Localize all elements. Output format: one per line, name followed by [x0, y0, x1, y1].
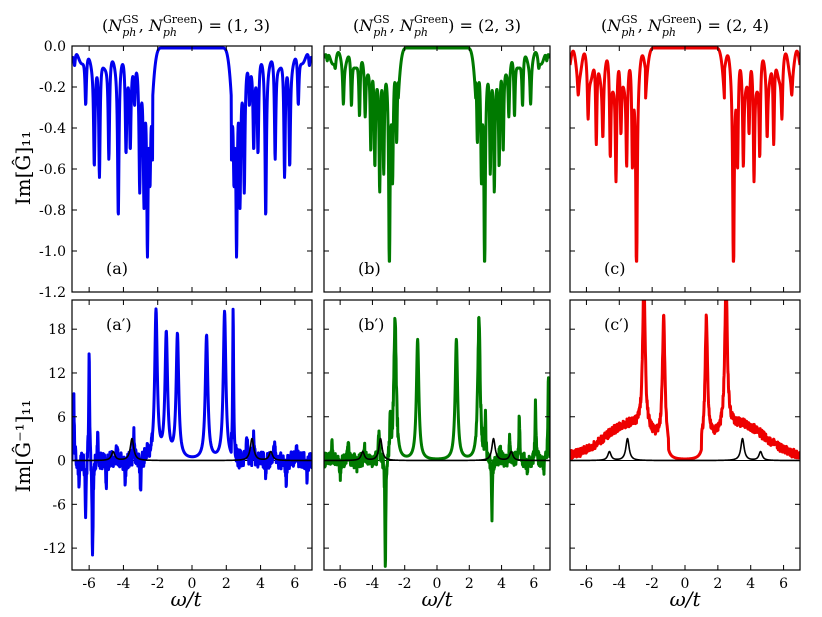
panel-label-a-prime: (a′) [106, 315, 132, 334]
panel-label-b-prime: (b′) [358, 315, 384, 334]
xtick-label-c-prime: 6 [779, 576, 788, 592]
xtick-label-c-prime: 4 [746, 576, 755, 592]
ytick-label-a: -0.6 [39, 162, 66, 178]
curves-b-prime [324, 316, 550, 568]
xtick-label-c-prime: 2 [713, 576, 722, 592]
xtick-label-a-prime: 0 [188, 576, 197, 592]
curves-a-prime [72, 307, 312, 557]
xtick-label-a-prime: -4 [117, 576, 131, 592]
ytick-label-a: -0.2 [39, 80, 66, 96]
xtick-label-c-prime: -2 [645, 576, 659, 592]
series-line-c-prime-0 [570, 300, 800, 461]
ytick-label-a: 0.0 [44, 39, 66, 55]
xtick-label-b-prime: -2 [398, 576, 412, 592]
xtick-label-b-prime: 4 [497, 576, 506, 592]
xtick-label-a-prime: 6 [290, 576, 299, 592]
xtick-label-b-prime: 6 [529, 576, 538, 592]
panel-b: (b) [323, 45, 551, 293]
title-a: (NphGS, NphGreen) = (1, 3) [102, 13, 270, 39]
series-line-a-0 [72, 46, 312, 259]
xtick-label-b-prime: 0 [433, 576, 442, 592]
series-line-b-prime-0 [324, 316, 550, 568]
series-line-c-prime-1 [570, 437, 800, 462]
panel-b-prime: -6 -4 -2 0 2 4 6 (b′) [323, 299, 551, 592]
panel-a-prime: -6 -4 -2 0 2 4 6 18 12 6 0 -6 -12 (a′) [43, 299, 313, 592]
xlabel-c: ω/t [669, 587, 701, 611]
curves-c [570, 46, 800, 263]
series-line-c-0 [570, 46, 800, 263]
panel-label-a: (a) [106, 259, 128, 278]
xtick-label-c-prime: 0 [681, 576, 690, 592]
xtick-label-a-prime: -6 [82, 576, 96, 592]
curves-a [72, 46, 312, 259]
xlabel-a: ω/t [170, 587, 202, 611]
xtick-label-a-prime: 4 [256, 576, 265, 592]
ytick-label-a: -1.0 [39, 244, 66, 260]
panels: 0.0 -0.2 -0.4 -0.6 -0.8 -1.0 -1.2 (a) (b) (c) -6 -4… [39, 39, 801, 592]
curves-b [324, 46, 550, 263]
series-line-b-0 [324, 46, 550, 263]
ytick-label-a: -0.8 [39, 203, 66, 219]
xtick-label-b-prime: -6 [333, 576, 347, 592]
ylabel-top: Im[Ĝ]₁₁ [10, 131, 35, 205]
panel-label-b: (b) [358, 259, 381, 278]
xtick-label-c-prime: -4 [612, 576, 626, 592]
panel-c: (c) [569, 45, 801, 293]
ytick-label-a: -1.2 [39, 285, 66, 301]
frame-a-prime [71, 299, 313, 571]
ytick-label-a-prime: 12 [48, 366, 66, 382]
ytick-label-a-prime: 18 [48, 322, 66, 338]
ytick-label-a: -0.4 [39, 121, 66, 137]
ytick-label-a-prime: -12 [43, 541, 66, 557]
panel-c-prime: -6 -4 -2 0 2 4 6 (c′) [569, 299, 801, 592]
panel-label-c: (c) [604, 259, 625, 278]
frame-b-prime [323, 299, 551, 571]
ytick-label-a-prime: 6 [57, 410, 66, 426]
xtick-label-a-prime: -2 [151, 576, 165, 592]
xtick-label-b-prime: 2 [465, 576, 474, 592]
panel-label-c-prime: (c′) [604, 315, 629, 334]
xtick-label-b-prime: -4 [366, 576, 380, 592]
xtick-label-c-prime: -6 [580, 576, 594, 592]
panel-a: 0.0 -0.2 -0.4 -0.6 -0.8 -1.0 -1.2 (a) [39, 39, 313, 301]
title-b: (NphGS, NphGreen) = (2, 3) [353, 13, 521, 39]
series-line-b-prime-1 [324, 437, 550, 462]
curves-c-prime [570, 300, 800, 462]
title-c: (NphGS, NphGreen) = (2, 4) [601, 13, 769, 39]
ytick-label-a-prime: 0 [57, 454, 66, 470]
xtick-label-a-prime: 2 [222, 576, 231, 592]
xlabel-b: ω/t [421, 587, 453, 611]
ytick-label-a-prime: -6 [52, 497, 66, 513]
series-line-a-prime-1 [72, 437, 312, 462]
series-line-a-prime-0 [72, 307, 312, 557]
ylabel-bottom: Im[Ĝ⁻¹]₁₁ [10, 399, 35, 492]
